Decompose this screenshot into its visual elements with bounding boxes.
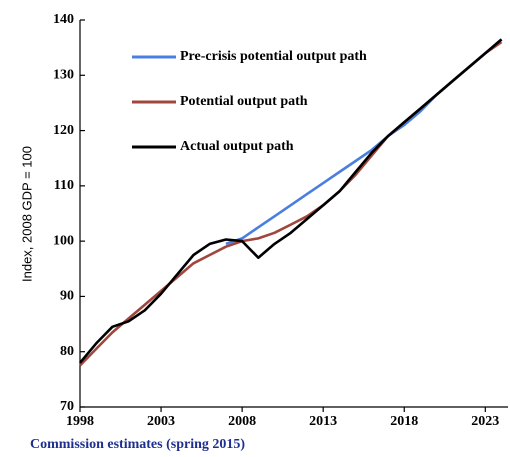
- legend-label: Actual output path: [180, 139, 294, 154]
- y-tick-label: 90: [60, 289, 74, 304]
- y-tick-label: 110: [54, 178, 74, 193]
- y-tick-label: 130: [53, 68, 74, 83]
- x-tick-label: 2013: [309, 414, 337, 429]
- y-tick-label: 80: [60, 344, 74, 359]
- x-tick-label: 2008: [228, 414, 256, 429]
- x-tick-label: 2018: [390, 414, 418, 429]
- y-tick-label: 140: [53, 12, 74, 27]
- footnote: Commission estimates (spring 2015): [30, 437, 245, 452]
- x-tick-label: 2003: [147, 414, 175, 429]
- legend-label: Pre-crisis potential output path: [180, 49, 367, 64]
- series-line: [79, 38, 503, 364]
- y-tick-label: 70: [60, 399, 74, 414]
- legend-label: Potential output path: [180, 94, 308, 109]
- x-tick-label: 2023: [471, 414, 499, 429]
- y-axis-label: Index, 2008 GDP = 100: [19, 146, 34, 282]
- y-tick-label: 120: [53, 123, 74, 138]
- y-tick-label: 100: [53, 233, 74, 248]
- x-tick-label: 1998: [66, 414, 94, 429]
